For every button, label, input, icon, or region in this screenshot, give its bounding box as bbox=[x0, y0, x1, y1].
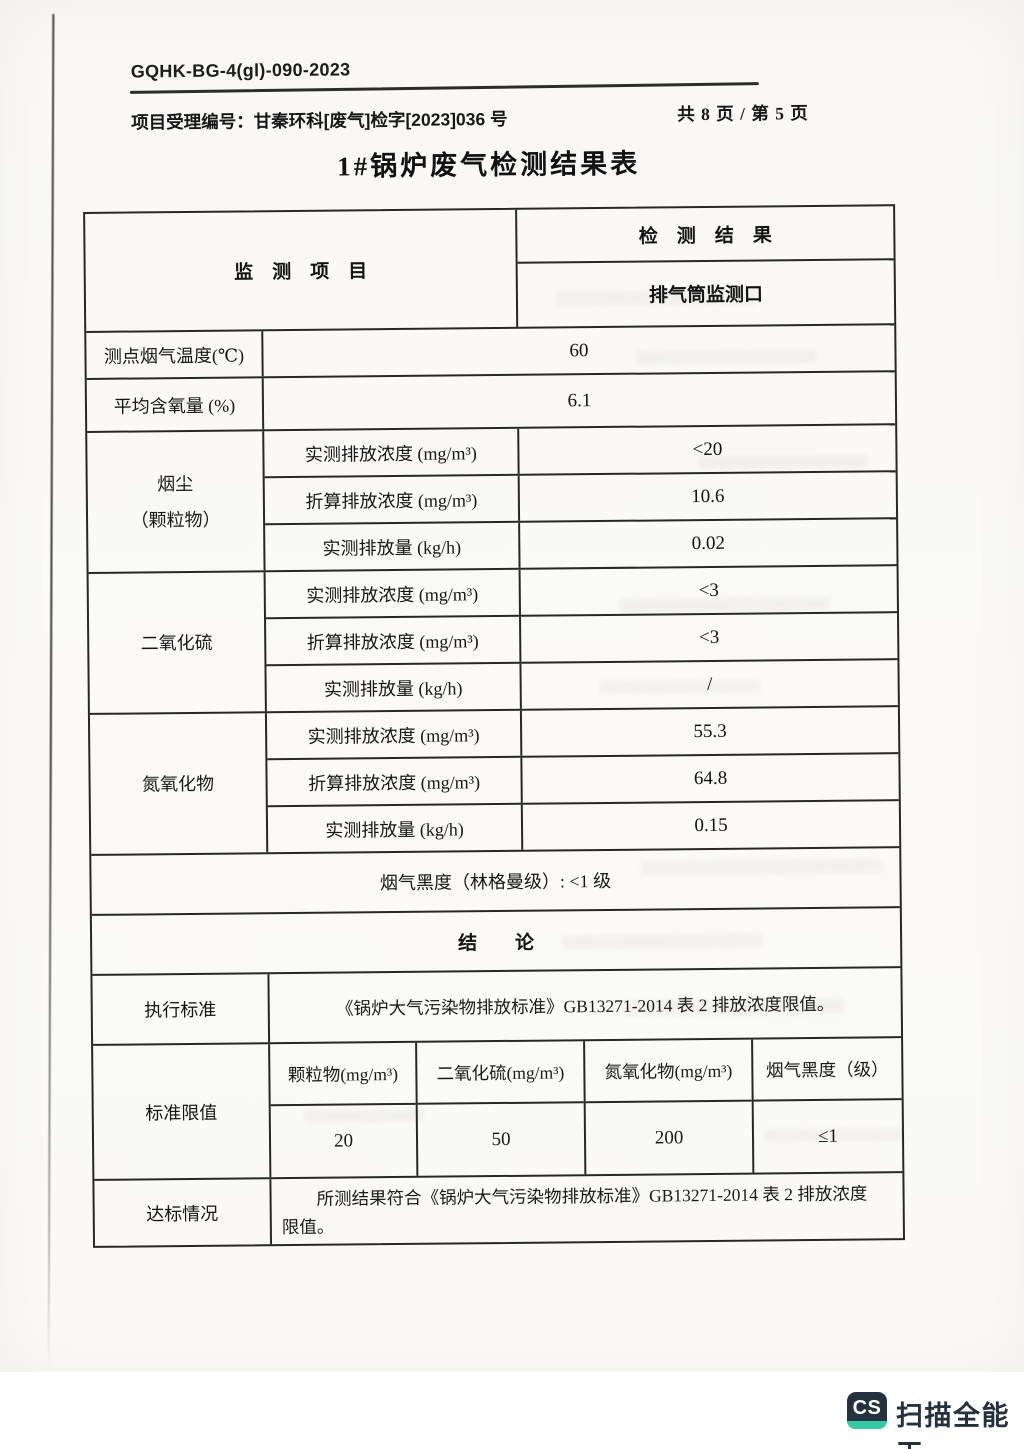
report-title: 1#锅炉废气检测结果表 bbox=[337, 148, 641, 182]
table-row: 实测排放量 (kg/h) 0.15 bbox=[267, 799, 900, 853]
limits-row: 标准限值 颗粒物(mg/m³) 20 二氧化硫(mg/m³) 50 氮氧化物(m… bbox=[93, 1036, 903, 1179]
table-group-particulate: 烟尘 （颗粒物） 实测排放浓度 (mg/m³) <20 折算排放浓度 (mg/m… bbox=[87, 423, 897, 572]
row-label: 实测排放浓度 (mg/m³) bbox=[306, 583, 479, 606]
table-row: 实测排放量 (kg/h) 0.02 bbox=[265, 517, 897, 571]
project-acceptance-number: 项目受理编号：甘秦环科[废气]检字[2023]036 号 bbox=[131, 108, 508, 133]
row-value: <20 bbox=[517, 425, 896, 474]
compliance-label: 达标情况 bbox=[146, 1203, 219, 1224]
limit-column-blackness: 烟气黑度（级） ≤1 bbox=[751, 1038, 903, 1173]
limit-value: 200 bbox=[654, 1126, 684, 1149]
row-value: 0.02 bbox=[518, 519, 897, 568]
results-table: 监 测 项 目 检 测 结 果 排气筒监测口 测点烟气温度(℃) 60 平均含氧… bbox=[83, 204, 906, 1248]
table-group-so2: 二氧化硫 实测排放浓度 (mg/m³) <3 折算排放浓度 (mg/m³) <3… bbox=[88, 564, 898, 713]
table-header-row: 监 测 项 目 检 测 结 果 排气筒监测口 bbox=[85, 206, 895, 331]
group-name-line1: 烟尘 bbox=[157, 473, 194, 494]
table-row: 实测排放浓度 (mg/m³) 55.3 bbox=[267, 707, 899, 758]
row-value: / bbox=[519, 660, 898, 709]
standard-content: 《锅炉大气污染物排放标准》GB13271-2014 表 2 排放浓度限值。 bbox=[267, 968, 902, 1043]
table-row: 实测排放浓度 (mg/m³) <3 bbox=[266, 566, 897, 617]
table-row: 折算排放浓度 (mg/m³) <3 bbox=[266, 611, 898, 665]
table-row: 折算排放浓度 (mg/m³) 64.8 bbox=[267, 752, 899, 806]
group-name-particulate: 烟尘 （颗粒物） bbox=[87, 431, 263, 572]
document-code: GQHK-BG-4(gl)-090-2023 bbox=[130, 59, 351, 82]
group-name-line2: （颗粒物） bbox=[130, 509, 221, 531]
group-rows-nox: 实测排放浓度 (mg/m³) 55.3 折算排放浓度 (mg/m³) 64.8 … bbox=[264, 707, 900, 853]
camscanner-logo-icon: CS bbox=[847, 1392, 887, 1429]
row-label: 实测排放量 (kg/h) bbox=[322, 536, 462, 559]
group-name-so2: 二氧化硫 bbox=[140, 632, 213, 653]
smoke-blackness-row: 烟气黑度（林格曼级）: <1 级 bbox=[91, 846, 900, 914]
row-label: 实测排放浓度 (mg/m³) bbox=[304, 442, 477, 465]
limit-header: 二氧化硫(mg/m³) bbox=[417, 1041, 584, 1105]
oxygen-label: 平均含氧量 (%) bbox=[113, 395, 236, 417]
table-row-temperature: 测点烟气温度(℃) 60 bbox=[86, 323, 895, 378]
camscanner-logo-letters: CS bbox=[852, 1396, 882, 1419]
camscanner-logo-accent-bar bbox=[847, 1421, 887, 1429]
row-value: 10.6 bbox=[517, 472, 897, 521]
conclusion-header-row: 结 论 bbox=[91, 906, 901, 974]
temperature-label: 测点烟气温度(℃) bbox=[103, 344, 245, 367]
row-value: 0.15 bbox=[520, 801, 900, 850]
row-label: 折算排放浓度 (mg/m³) bbox=[308, 771, 481, 794]
limits-label: 标准限值 bbox=[145, 1102, 218, 1123]
group-rows-particulate: 实测排放浓度 (mg/m³) <20 折算排放浓度 (mg/m³) 10.6 实… bbox=[262, 425, 897, 571]
limit-column-so2: 二氧化硫(mg/m³) 50 bbox=[415, 1041, 585, 1176]
table-row-oxygen: 平均含氧量 (%) 6.1 bbox=[86, 370, 896, 431]
limits-grid: 颗粒物(mg/m³) 20 二氧化硫(mg/m³) 50 氮氧化物(mg/m³)… bbox=[268, 1038, 903, 1178]
row-label: 实测排放量 (kg/h) bbox=[325, 818, 464, 841]
header-rule-line bbox=[129, 82, 759, 94]
compliance-row: 达标情况 所测结果符合《锅炉大气污染物排放标准》GB13271-2014 表 2… bbox=[94, 1171, 903, 1246]
row-label: 折算排放浓度 (mg/m³) bbox=[306, 630, 479, 653]
paper-background bbox=[0, 0, 1024, 1372]
row-value: 64.8 bbox=[520, 754, 899, 803]
limit-value: ≤1 bbox=[817, 1125, 839, 1147]
standard-label: 执行标准 bbox=[144, 999, 217, 1021]
table-row: 实测排放量 (kg/h) / bbox=[266, 658, 898, 712]
group-name-nox: 氮氧化物 bbox=[142, 773, 215, 794]
limit-header: 氮氧化物(mg/m³) bbox=[585, 1039, 752, 1104]
row-value: <3 bbox=[519, 613, 898, 662]
row-label: 实测排放量 (kg/h) bbox=[323, 677, 463, 700]
limit-column-nox: 氮氧化物(mg/m³) 200 bbox=[583, 1039, 753, 1175]
compliance-content: 所测结果符合《锅炉大气污染物排放标准》GB13271-2014 表 2 排放浓度… bbox=[269, 1173, 903, 1245]
row-value: 55.3 bbox=[519, 707, 899, 756]
standard-row: 执行标准 《锅炉大气污染物排放标准》GB13271-2014 表 2 排放浓度限… bbox=[92, 966, 902, 1044]
row-label: 实测排放浓度 (mg/m³) bbox=[307, 724, 480, 747]
group-rows-so2: 实测排放浓度 (mg/m³) <3 折算排放浓度 (mg/m³) <3 实测排放… bbox=[263, 566, 898, 712]
limit-value: 50 bbox=[491, 1128, 511, 1150]
table-group-nox: 氮氧化物 实测排放浓度 (mg/m³) 55.3 折算排放浓度 (mg/m³) … bbox=[89, 705, 900, 854]
camscanner-brand-text: 扫描全能王 bbox=[896, 1401, 1010, 1449]
oxygen-value: 6.1 bbox=[261, 372, 896, 430]
result-header-cell: 检 测 结 果 排气筒监测口 bbox=[515, 206, 895, 327]
row-label: 折算排放浓度 (mg/m³) bbox=[305, 489, 478, 512]
limit-header: 烟气黑度（级） bbox=[753, 1038, 902, 1102]
temperature-value: 60 bbox=[261, 325, 895, 377]
limit-column-particulate: 颗粒物(mg/m³) 20 bbox=[270, 1042, 416, 1177]
page-number-info: 共 8 页 / 第 5 页 bbox=[677, 103, 809, 125]
limit-header: 颗粒物(mg/m³) bbox=[270, 1042, 416, 1107]
result-header-label: 检 测 结 果 bbox=[638, 224, 772, 248]
limit-value: 20 bbox=[333, 1129, 354, 1152]
table-row: 实测排放浓度 (mg/m³) <20 bbox=[264, 425, 896, 476]
row-value: <3 bbox=[518, 566, 897, 615]
monitoring-item-header-cell: 监 测 项 目 bbox=[234, 261, 368, 284]
table-row: 折算排放浓度 (mg/m³) 10.6 bbox=[264, 470, 897, 524]
outlet-header-label: 排气筒监测口 bbox=[517, 258, 895, 327]
